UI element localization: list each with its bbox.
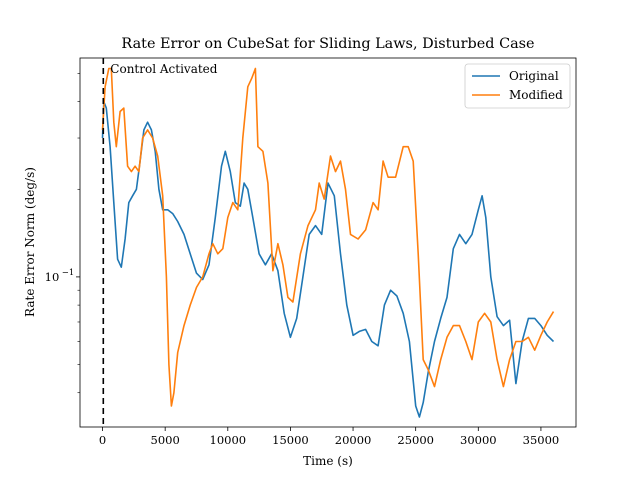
chart-title: Rate Error on CubeSat for Sliding Laws, … — [121, 36, 534, 52]
plot-frame — [79, 57, 577, 428]
x-axis-ticks: 0 5000 10000 15000 20000 25000 30000 35000 — [99, 427, 559, 447]
x-tick-label: 30000 — [460, 433, 497, 447]
x-tick-label: 35000 — [523, 433, 560, 447]
x-tick-label: 25000 — [397, 433, 434, 447]
x-tick-label: 20000 — [335, 433, 372, 447]
series-line-modified — [101, 67, 555, 407]
y-tick-label: 10 — [45, 270, 60, 284]
series-line-original — [101, 100, 555, 418]
y-tick-exponent: −1 — [62, 268, 75, 278]
series-layer — [101, 67, 555, 418]
legend: Original Modified — [464, 63, 571, 109]
y-axis-ticks: 10 −1 — [45, 73, 80, 394]
legend-label-modified: Modified — [509, 88, 563, 102]
x-tick-label: 10000 — [210, 433, 247, 447]
x-tick-label: 0 — [99, 433, 106, 447]
x-tick-label: 15000 — [272, 433, 309, 447]
legend-label-original: Original — [509, 69, 559, 83]
legend-box — [464, 63, 571, 109]
control-activated-annotation: Control Activated — [110, 62, 217, 76]
x-axis-label: Time (s) — [303, 454, 353, 468]
x-tick-label: 5000 — [151, 433, 180, 447]
y-axis-label: Rate Error Norm (deg/s) — [23, 167, 37, 317]
